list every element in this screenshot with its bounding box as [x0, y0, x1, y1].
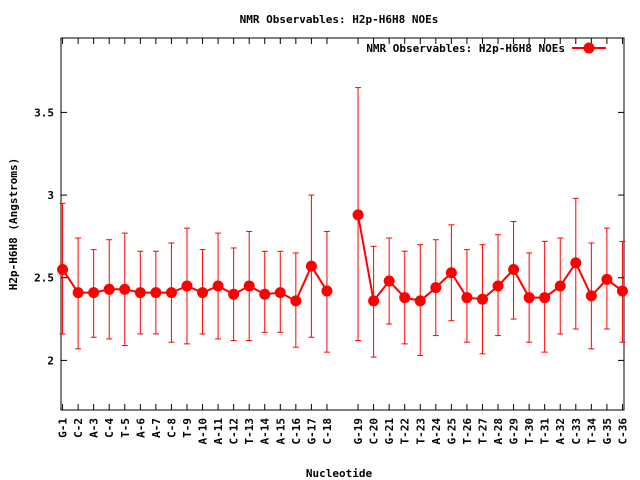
legend: NMR Observables: H2p-H6H8 NOEs	[366, 42, 606, 55]
data-point	[88, 287, 100, 299]
data-point	[305, 260, 317, 272]
data-point	[72, 287, 84, 299]
x-tick-label: C-2	[72, 418, 85, 438]
x-tick-label: A-3	[88, 418, 101, 438]
data-point	[321, 285, 333, 297]
data-point	[119, 283, 131, 295]
data-point	[368, 295, 380, 307]
chart-title: NMR Observables: H2p-H6H8 NOEs	[240, 13, 439, 26]
data-point	[570, 257, 582, 269]
data-point	[259, 288, 271, 300]
series-line	[61, 214, 624, 304]
data-point	[103, 283, 115, 295]
data-point	[414, 295, 426, 307]
x-tick-label: C-4	[103, 418, 116, 438]
x-tick-label: C-33	[570, 418, 583, 445]
x-tick-label: T-34	[585, 418, 598, 445]
data-point	[601, 273, 613, 285]
x-tick-label: G-17	[305, 418, 318, 445]
x-tick-label: T-23	[414, 418, 427, 445]
data-point	[554, 280, 566, 292]
y-tick-label: 2	[47, 354, 54, 367]
x-tick-label: C-8	[165, 418, 178, 438]
x-tick-label: A-24	[430, 418, 443, 445]
data-point	[523, 292, 535, 304]
y-tick-label: 3.5	[34, 106, 54, 119]
data-point	[212, 280, 224, 292]
data-point	[134, 287, 146, 299]
x-tick-label: A-32	[554, 418, 567, 445]
x-tick-label: T-22	[399, 418, 412, 445]
data-point	[150, 287, 162, 299]
data-point	[616, 285, 628, 297]
legend-marker	[583, 42, 595, 54]
data-point	[492, 280, 504, 292]
data-point	[383, 275, 395, 287]
x-tick-label: G-1	[57, 418, 70, 438]
data-point	[352, 209, 364, 221]
data-point	[399, 292, 411, 304]
x-tick-label: A-14	[259, 418, 272, 445]
x-tick-label: T-30	[523, 418, 536, 445]
x-tick-label: T-26	[461, 418, 474, 445]
data-point	[445, 267, 457, 279]
x-tick-label: G-25	[445, 418, 458, 445]
series-line-segment	[61, 264, 328, 303]
data-point	[430, 282, 442, 294]
x-axis: G-1 C-2 A-3 C-4 T-5 A-6 A-7 C-8 T-9 A-10 A-11 C-12 T…	[57, 38, 629, 445]
x-tick-label: A-28	[492, 418, 505, 445]
y-axis: 2 2.5 3 3.5	[34, 106, 624, 367]
x-tick-label: T-9	[181, 418, 194, 438]
y-axis-label: H2p-H6H8 (Angstroms)	[7, 158, 20, 290]
x-tick-label: A-6	[134, 418, 147, 438]
x-tick-label: T-13	[243, 418, 256, 445]
x-tick-label: C-16	[290, 418, 303, 445]
x-tick-label: G-21	[383, 418, 396, 445]
error-bars	[59, 87, 626, 358]
x-tick-label: C-18	[321, 418, 334, 445]
x-tick-label: G-35	[601, 418, 614, 445]
x-tick-label: A-15	[274, 418, 287, 445]
x-tick-label: C-12	[228, 418, 241, 445]
x-tick-label: C-20	[368, 418, 381, 445]
data-point	[197, 287, 209, 299]
x-tick-label: T-31	[539, 418, 552, 445]
y-tick-label: 2.5	[34, 272, 54, 285]
data-point	[461, 292, 473, 304]
data-point	[508, 263, 520, 275]
x-tick-label: A-11	[212, 418, 225, 445]
data-point	[228, 288, 240, 300]
x-axis-label: Nucleotide	[306, 467, 373, 480]
data-point	[539, 292, 551, 304]
data-point	[585, 290, 597, 302]
plot-frame	[60, 37, 625, 411]
data-point	[181, 280, 193, 292]
x-tick-label: G-19	[352, 418, 365, 445]
data-point	[274, 287, 286, 299]
x-tick-label: A-10	[197, 418, 210, 445]
data-point	[165, 287, 177, 299]
data-point	[57, 263, 69, 275]
data-point	[243, 280, 255, 292]
y-tick-label: 3	[47, 189, 54, 202]
series-line-segment	[357, 214, 624, 304]
legend-label: NMR Observables: H2p-H6H8 NOEs	[366, 42, 565, 55]
x-tick-label: T-27	[476, 418, 489, 445]
data-point	[476, 293, 488, 305]
series-points	[57, 209, 628, 307]
x-tick-label: A-7	[150, 418, 163, 438]
x-tick-label: T-5	[119, 418, 132, 438]
x-tick-label: G-29	[508, 418, 521, 445]
data-point	[290, 295, 302, 307]
x-tick-label: C-36	[616, 418, 629, 445]
